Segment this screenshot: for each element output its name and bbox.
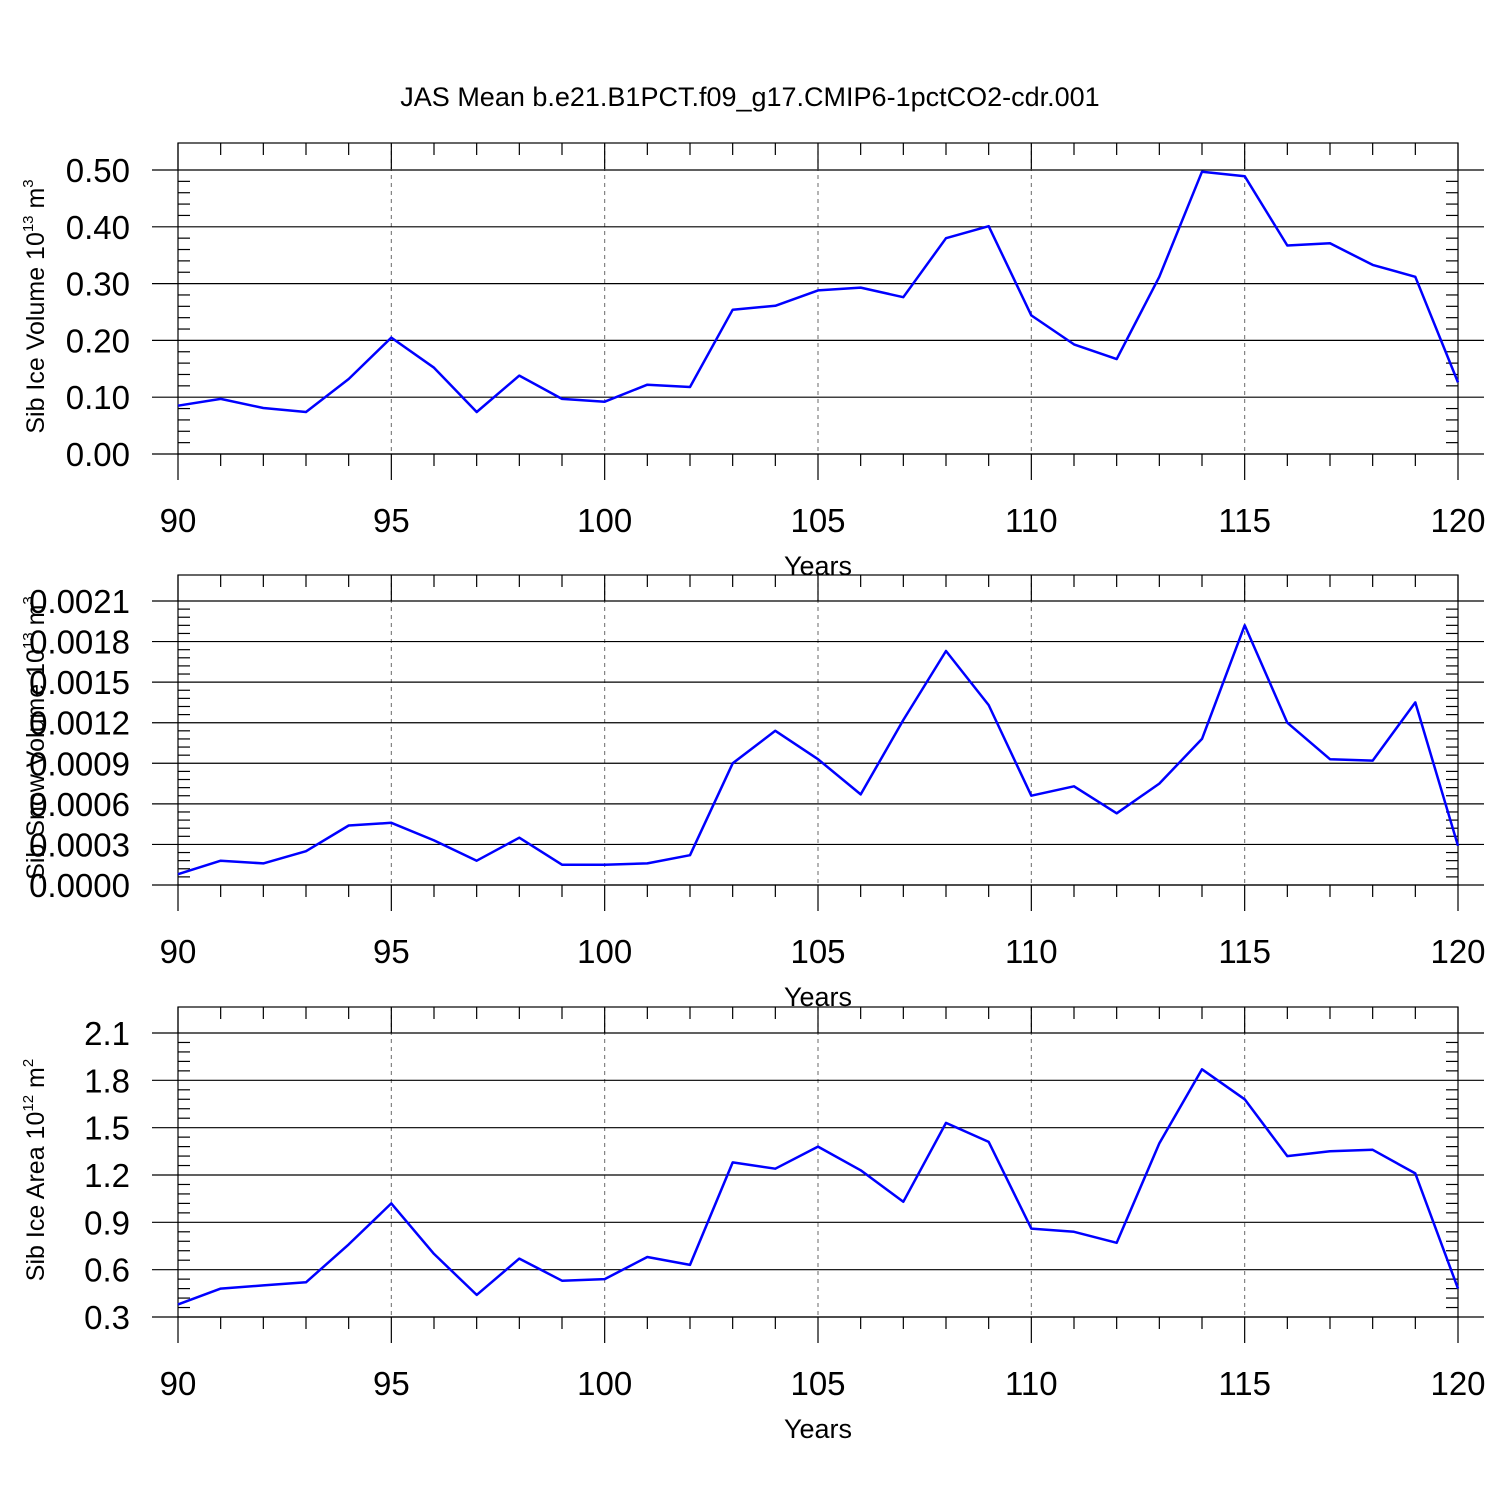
- y-axis-title-unit-exponent: 3: [20, 596, 37, 604]
- y-tick-label: 1.2: [84, 1157, 130, 1194]
- x-tick-label: 95: [373, 1365, 410, 1402]
- x-tick-label: 110: [1005, 1365, 1058, 1402]
- x-tick-label: 100: [577, 933, 632, 970]
- y-tick-label: 1.8: [84, 1062, 130, 1099]
- x-tick-label: 105: [790, 933, 845, 970]
- y-axis-title-main: Sib Ice Volume 10: [22, 232, 50, 434]
- y-axis-title-unit: m: [22, 188, 50, 216]
- y-tick-label: 0.0021: [29, 583, 130, 620]
- y-tick-label: 0.00: [66, 436, 130, 473]
- x-tick-label: 100: [577, 502, 632, 539]
- y-tick-label: 0.9: [84, 1204, 130, 1241]
- x-tick-label: 90: [160, 502, 197, 539]
- y-axis-title-exponent: 13: [20, 215, 37, 232]
- x-tick-label: 105: [790, 1365, 845, 1402]
- y-axis-title-unit: m: [22, 1067, 50, 1095]
- y-tick-label: 0.0009: [29, 745, 130, 782]
- y-axis-title: Sib Snow Volume 1013 m3: [20, 596, 50, 880]
- x-axis-title: Years: [784, 1414, 852, 1444]
- x-tick-label: 120: [1430, 933, 1485, 970]
- y-axis-title-main: Sib Ice Area 10: [22, 1112, 50, 1282]
- x-tick-label: 90: [160, 933, 197, 970]
- x-tick-label: 90: [160, 1365, 197, 1402]
- y-tick-label: 0.20: [66, 322, 130, 359]
- y-tick-label: 0.10: [66, 379, 130, 416]
- y-tick-label: 1.5: [84, 1110, 130, 1147]
- y-axis-title: Sib Ice Area 1012 m2: [20, 1059, 50, 1281]
- x-tick-label: 100: [577, 1365, 632, 1402]
- y-tick-label: 0.3: [84, 1299, 130, 1336]
- x-tick-label: 115: [1218, 1365, 1271, 1402]
- x-tick-label: 110: [1005, 502, 1058, 539]
- x-tick-label: 120: [1430, 502, 1485, 539]
- x-tick-label: 95: [373, 933, 410, 970]
- figure-title: JAS Mean b.e21.B1PCT.f09_g17.CMIP6-1pctC…: [400, 82, 1099, 112]
- series-line-1: [177, 170, 1460, 414]
- x-tick-label: 115: [1218, 502, 1271, 539]
- y-tick-label: 0.0003: [29, 826, 130, 863]
- y-tick-label: 0.40: [66, 209, 130, 246]
- y-axis-title-unit-exponent: 3: [20, 179, 37, 187]
- x-tick-label: 110: [1005, 933, 1058, 970]
- y-axis-title-exponent: 13: [20, 632, 37, 649]
- x-tick-label: 120: [1430, 1365, 1485, 1402]
- y-tick-label: 0.6: [84, 1252, 130, 1289]
- x-tick-label: 95: [373, 502, 410, 539]
- y-tick-label: 0.0018: [29, 624, 130, 661]
- series-line-1: [177, 1068, 1460, 1306]
- y-axis-title: Sib Ice Volume 1013 m3: [20, 179, 50, 433]
- x-tick-label: 115: [1218, 933, 1271, 970]
- panel-1: 90 95 100 105 110 115 120Years0.000.100.200.30…: [20, 142, 1486, 581]
- panel-2: 90 95 100 105 110 115 120Years0.00000.00030.00…: [20, 574, 1486, 1012]
- panel-3: 90 95 100 105 110 115 120 Years 0.3 0.6 0.9 1.2 1.5 1…: [20, 1006, 1486, 1444]
- y-tick-label: 0.30: [66, 266, 130, 303]
- y-tick-label: 0.0015: [29, 664, 130, 701]
- y-tick-label: 0.0012: [29, 705, 130, 742]
- y-axis-title-main: Sib Snow Volume 10: [22, 649, 50, 880]
- y-axis-title-unit: m: [22, 605, 50, 633]
- x-tick-label: 105: [790, 502, 845, 539]
- y-tick-label: 0.0000: [29, 867, 130, 904]
- y-axis-title-exponent: 12: [20, 1095, 37, 1112]
- y-tick-label: 0.50: [66, 152, 130, 189]
- y-tick-label: 0.0006: [29, 786, 130, 823]
- y-tick-label: 2.1: [84, 1015, 130, 1052]
- series-line-1: [177, 624, 1460, 876]
- y-axis-title-unit-exponent: 2: [20, 1059, 37, 1067]
